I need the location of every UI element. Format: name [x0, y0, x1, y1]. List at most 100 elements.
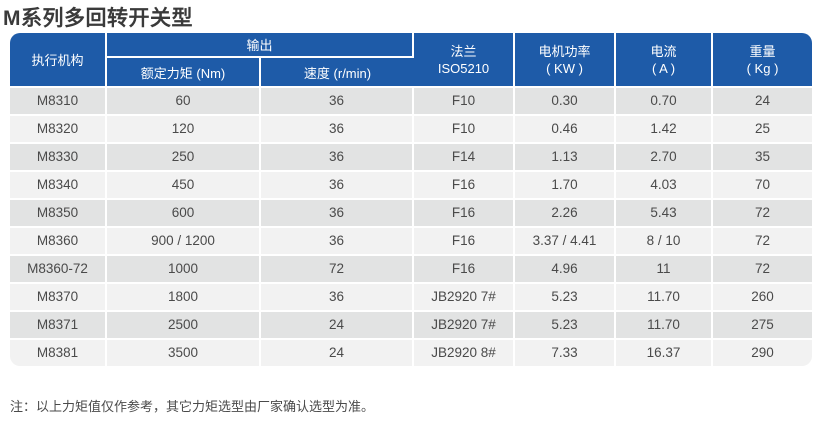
header-weight: 重量 ( Kg ) [713, 33, 812, 88]
cell-weight: 275 [713, 312, 812, 340]
cell-weight: 70 [713, 172, 812, 200]
cell-speed: 36 [261, 228, 415, 256]
spec-table: 执行机构 输出 法兰 ISO5210 电机功率 ( KW ) 电流 ( A ) [10, 33, 812, 366]
header-current: 电流 ( A ) [616, 33, 714, 88]
header-flange: 法兰 ISO5210 [414, 33, 516, 88]
cell-speed: 24 [261, 312, 415, 340]
cell-weight: 25 [713, 116, 812, 144]
cell-speed: 36 [261, 200, 415, 228]
header-flange-line1: 法兰 [450, 43, 477, 59]
cell-power: 0.46 [515, 116, 617, 144]
table-row: M8370 1800 36 JB2920 7# 5.23 11.70 260 [10, 284, 812, 312]
cell-actuator: M8370 [10, 284, 107, 312]
table-row: M8360 900 / 1200 36 F16 3.37 / 4.41 8 / 10 72 [10, 228, 812, 256]
table-row: M8360-72 1000 72 F16 4.96 11 72 [10, 256, 812, 284]
cell-current: 1.42 [616, 116, 714, 144]
cell-power: 0.30 [515, 88, 617, 116]
cell-flange: F10 [414, 116, 516, 144]
cell-current: 0.70 [616, 88, 714, 116]
cell-torque: 1000 [107, 256, 261, 284]
header-power: 电机功率 ( KW ) [515, 33, 617, 88]
table-row: M8320 120 36 F10 0.46 1.42 25 [10, 116, 812, 144]
table-row: M8350 600 36 F16 2.26 5.43 72 [10, 200, 812, 228]
header-speed: 速度 (r/min) [261, 58, 415, 88]
page-title: M系列多回转开关型 [3, 7, 193, 30]
header-output-group: 输出 [107, 33, 415, 58]
cell-speed: 36 [261, 88, 415, 116]
table-row: M8310 60 36 F10 0.30 0.70 24 [10, 88, 812, 116]
cell-torque: 3500 [107, 340, 261, 366]
cell-weight: 72 [713, 228, 812, 256]
cell-weight: 260 [713, 284, 812, 312]
cell-torque: 1800 [107, 284, 261, 312]
table-row: M8381 3500 24 JB2920 8# 7.33 16.37 290 [10, 340, 812, 366]
cell-weight: 24 [713, 88, 812, 116]
cell-weight: 72 [713, 200, 812, 228]
cell-current: 4.03 [616, 172, 714, 200]
header-current-line1: 电流 [650, 43, 677, 59]
footnote: 注：以上力矩值仅作参考，其它力矩选型由厂家确认选型为准。 [10, 399, 375, 414]
cell-actuator: M8371 [10, 312, 107, 340]
table-row: M8371 2500 24 JB2920 7# 5.23 11.70 275 [10, 312, 812, 340]
cell-flange: F10 [414, 88, 516, 116]
cell-torque: 60 [107, 88, 261, 116]
cell-torque: 600 [107, 200, 261, 228]
cell-actuator: M8350 [10, 200, 107, 228]
cell-power: 2.26 [515, 200, 617, 228]
table-row: M8330 250 36 F14 1.13 2.70 35 [10, 144, 812, 172]
cell-current: 11.70 [616, 284, 714, 312]
cell-power: 5.23 [515, 312, 617, 340]
cell-current: 8 / 10 [616, 228, 714, 256]
cell-power: 1.70 [515, 172, 617, 200]
table-row: M8340 450 36 F16 1.70 4.03 70 [10, 172, 812, 200]
spec-table-container: 执行机构 输出 法兰 ISO5210 电机功率 ( KW ) 电流 ( A ) [10, 33, 812, 366]
cell-current: 5.43 [616, 200, 714, 228]
table-header: 执行机构 输出 法兰 ISO5210 电机功率 ( KW ) 电流 ( A ) [10, 33, 812, 88]
cell-actuator: M8310 [10, 88, 107, 116]
cell-speed: 36 [261, 172, 415, 200]
cell-power: 7.33 [515, 340, 617, 366]
cell-flange: JB2920 7# [414, 312, 516, 340]
cell-actuator: M8360 [10, 228, 107, 256]
cell-torque: 2500 [107, 312, 261, 340]
cell-actuator: M8320 [10, 116, 107, 144]
cell-actuator: M8360-72 [10, 256, 107, 284]
cell-power: 3.37 / 4.41 [515, 228, 617, 256]
cell-current: 2.70 [616, 144, 714, 172]
cell-actuator: M8381 [10, 340, 107, 366]
cell-power: 5.23 [515, 284, 617, 312]
cell-flange: JB2920 7# [414, 284, 516, 312]
cell-speed: 72 [261, 256, 415, 284]
cell-power: 1.13 [515, 144, 617, 172]
header-row-group: 执行机构 输出 法兰 ISO5210 电机功率 ( KW ) 电流 ( A ) [10, 33, 812, 88]
header-actuator: 执行机构 [10, 33, 107, 88]
cell-speed: 36 [261, 284, 415, 312]
cell-torque: 250 [107, 144, 261, 172]
cell-power: 4.96 [515, 256, 617, 284]
cell-flange: F16 [414, 256, 516, 284]
cell-speed: 36 [261, 116, 415, 144]
cell-torque: 450 [107, 172, 261, 200]
cell-current: 11.70 [616, 312, 714, 340]
cell-flange: F14 [414, 144, 516, 172]
cell-speed: 36 [261, 144, 415, 172]
header-power-line1: 电机功率 [538, 43, 591, 59]
cell-torque: 120 [107, 116, 261, 144]
cell-weight: 290 [713, 340, 812, 366]
cell-actuator: M8330 [10, 144, 107, 172]
table-body: M8310 60 36 F10 0.30 0.70 24 M8320 120 36 F10 0.46 1… [10, 88, 812, 366]
header-torque: 额定力矩 (Nm) [107, 58, 261, 88]
cell-torque: 900 / 1200 [107, 228, 261, 256]
header-row-sub: 额定力矩 (Nm) 速度 (r/min) [10, 58, 812, 88]
cell-weight: 35 [713, 144, 812, 172]
cell-flange: JB2920 8# [414, 340, 516, 366]
header-power-line2: ( KW ) [546, 60, 583, 76]
header-flange-line2: ISO5210 [437, 60, 490, 76]
cell-current: 16.37 [616, 340, 714, 366]
cell-current: 11 [616, 256, 714, 284]
cell-flange: F16 [414, 228, 516, 256]
header-weight-line2: ( Kg ) [746, 60, 779, 76]
header-weight-line1: 重量 [749, 43, 776, 59]
cell-speed: 24 [261, 340, 415, 366]
